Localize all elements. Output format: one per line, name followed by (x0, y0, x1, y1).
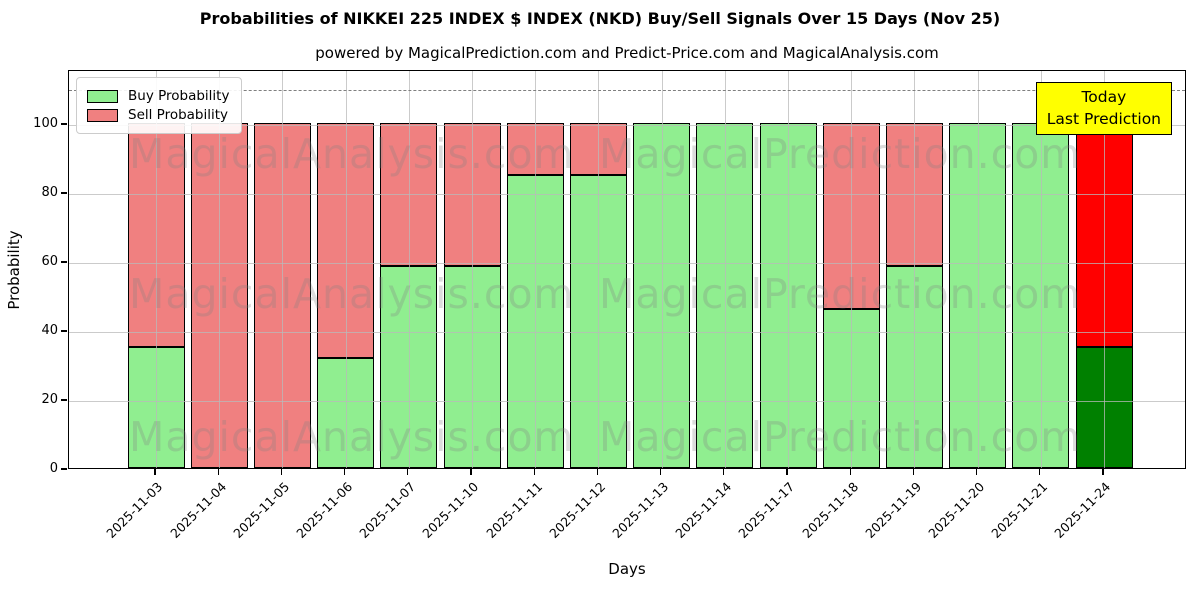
legend-item-buy: Buy Probability (87, 88, 229, 104)
plot-area: MagicalAnalysis.com MagicalPrediction.com… (68, 70, 1186, 469)
gridline-vertical (472, 71, 473, 468)
gridline-vertical (977, 71, 979, 468)
legend-item-sell: Sell Probability (87, 107, 229, 123)
legend-sell-label: Sell Probability (128, 107, 229, 123)
x-tick-mark (723, 469, 725, 475)
x-tick-mark (407, 469, 409, 475)
y-tick-mark (61, 468, 67, 470)
x-tick-mark (1039, 469, 1041, 475)
today-annotation-line2: Last Prediction (1046, 109, 1161, 128)
gridline-horizontal (69, 124, 1185, 126)
gridline-horizontal (69, 400, 1185, 402)
x-tick-mark (533, 469, 535, 475)
gridline-horizontal (69, 193, 1185, 195)
gridline-vertical (535, 71, 537, 468)
y-tick-label: 80 (41, 184, 58, 200)
gridline-vertical (408, 71, 410, 468)
x-tick-mark (912, 469, 915, 475)
x-tick-label-text: 2025-11-17 (735, 479, 798, 541)
y-tick-mark (61, 261, 67, 263)
x-tick-label-text: 2025-11-13 (609, 479, 672, 541)
x-tick-label-text: 2025-11-18 (798, 479, 861, 541)
gridline-vertical (851, 71, 853, 468)
gridline-vertical (219, 71, 221, 468)
y-tick-mark (61, 123, 67, 125)
x-tick-label-text: 2025-11-10 (419, 479, 482, 541)
x-tick-label-text: 2025-11-21 (988, 479, 1051, 541)
x-tick-mark (849, 469, 851, 475)
x-tick-label-text: 2025-11-04 (166, 479, 229, 541)
today-annotation: Today Last Prediction (1035, 82, 1172, 136)
x-axis-title: Days (608, 560, 646, 578)
chart-title: Probabilities of NIKKEI 225 INDEX $ INDE… (199, 9, 1001, 28)
x-tick-label-text: 2025-11-14 (672, 479, 735, 541)
x-tick-label-text: 2025-11-11 (482, 479, 545, 541)
y-tick-label: 40 (41, 322, 58, 338)
sell-probability-swatch (87, 108, 118, 122)
y-axis-title: Probability (5, 230, 23, 310)
threshold-dashed-line (69, 90, 1185, 92)
gridline-vertical (1104, 71, 1105, 468)
x-tick-mark (975, 469, 978, 475)
y-tick-mark (61, 330, 67, 332)
gridline-horizontal (69, 331, 1185, 333)
chart-subtitle: powered by MagicalPrediction.com and Pre… (315, 44, 939, 62)
y-tick-mark (61, 192, 67, 194)
gridline-vertical (788, 71, 789, 468)
y-tick-label: 60 (41, 253, 58, 269)
x-tick-mark (659, 469, 662, 475)
y-tick-label: 0 (49, 461, 58, 476)
x-tick-label-text: 2025-11-05 (230, 479, 292, 541)
gridline-vertical (598, 71, 600, 468)
y-tick-label: 100 (33, 115, 58, 131)
x-tick-label-text: 2025-11-06 (293, 479, 356, 541)
gridline-vertical (282, 71, 284, 468)
legend: Buy Probability Sell Probability (76, 77, 243, 134)
x-tick-label-text: 2025-11-07 (356, 479, 419, 541)
x-tick-label-text: 2025-11-03 (103, 479, 166, 541)
gridline-vertical (1040, 71, 1042, 468)
x-tick-mark (154, 469, 156, 475)
gridline-vertical (724, 71, 726, 468)
x-tick-mark (596, 469, 599, 475)
legend-buy-label: Buy Probability (128, 88, 230, 104)
x-tick-label-text: 2025-11-12 (546, 479, 608, 541)
x-tick-mark (217, 469, 219, 475)
gridline-vertical (345, 71, 347, 468)
x-tick-label-text: 2025-11-24 (1051, 479, 1114, 541)
x-tick-label-text: 2025-11-20 (925, 479, 988, 541)
buy-probability-swatch (87, 89, 118, 103)
y-tick-label: 20 (41, 391, 58, 407)
y-tick-mark (61, 399, 67, 401)
gridline-vertical (156, 71, 157, 468)
x-tick-mark (280, 469, 283, 475)
x-tick-mark (470, 469, 472, 475)
gridline-vertical (661, 71, 663, 468)
x-tick-label-text: 2025-11-19 (862, 479, 924, 541)
x-tick-mark (786, 469, 788, 475)
x-tick-mark (343, 469, 346, 475)
x-tick-mark (1102, 469, 1104, 475)
gridline-horizontal (69, 262, 1185, 264)
gridline-vertical (914, 71, 916, 468)
today-annotation-line1: Today (1081, 88, 1127, 106)
